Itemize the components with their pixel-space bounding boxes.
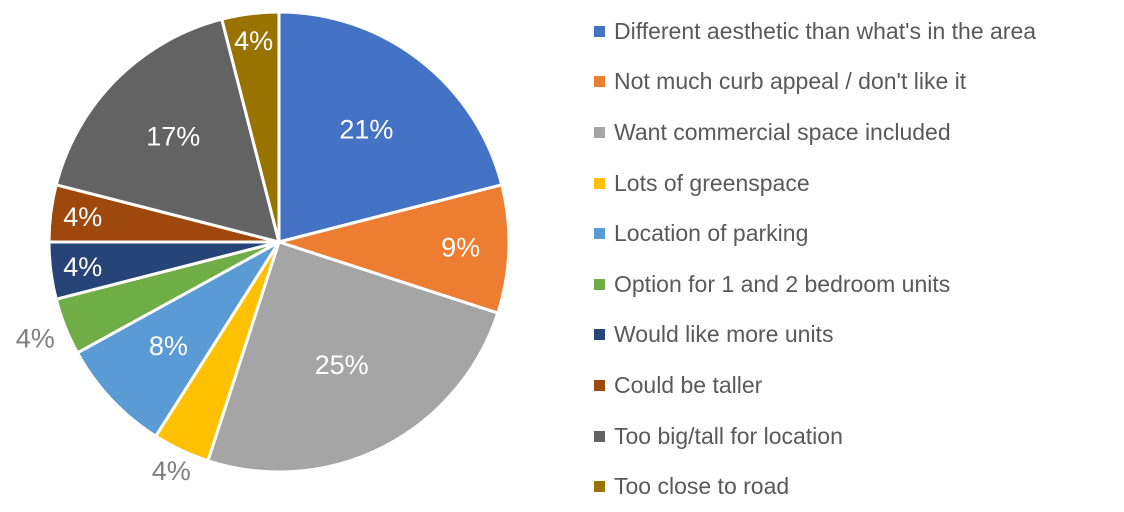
legend-label: Different aesthetic than what's in the a…: [614, 17, 1037, 44]
legend-swatch: [594, 76, 605, 88]
legend-label: Want commercial space included: [614, 118, 951, 145]
pie-slice: [54, 17, 281, 244]
legend-item: Not much curb appeal / don't like it: [594, 57, 1036, 108]
legend-item: Could be taller: [594, 360, 1036, 411]
data-label: 4%: [152, 456, 191, 486]
legend-swatch: [594, 126, 605, 138]
pie-slice: [277, 183, 511, 315]
legend-swatch: [594, 379, 605, 391]
legend-label: Too big/tall for location: [614, 422, 843, 449]
data-label: 4%: [16, 324, 55, 354]
data-label: 4%: [63, 252, 102, 282]
data-label: 21%: [339, 114, 393, 144]
data-label: 9%: [441, 233, 480, 263]
legend-swatch: [594, 481, 605, 493]
data-label: 4%: [63, 202, 102, 232]
legend-label: Could be taller: [614, 371, 763, 398]
legend-label: Not much curb appeal / don't like it: [614, 68, 967, 95]
legend-label: Too close to road: [614, 473, 790, 500]
pie-slice: [75, 240, 281, 438]
legend-swatch: [594, 329, 605, 341]
legend-item: Different aesthetic than what's in the a…: [594, 6, 1036, 57]
legend-item: Too close to road: [594, 461, 1036, 512]
legend-item: Lots of greenspace: [594, 158, 1036, 209]
data-label: 8%: [149, 331, 188, 361]
legend-swatch: [594, 228, 605, 240]
legend-swatch: [594, 177, 605, 189]
legend-item: Would like more units: [594, 310, 1036, 361]
pie-slice: [277, 10, 504, 244]
legend-item: Too big/tall for location: [594, 411, 1036, 462]
legend-label: Lots of greenspace: [614, 169, 810, 196]
chart-legend: Different aesthetic than what's in the a…: [594, 6, 1036, 512]
data-label: 25%: [315, 350, 369, 380]
pie-slice: [206, 240, 500, 474]
legend-item: Location of parking: [594, 208, 1036, 259]
legend-label: Would like more units: [614, 321, 834, 348]
legend-label: Option for 1 and 2 bedroom units: [614, 270, 951, 297]
legend-swatch: [594, 278, 605, 290]
data-labels: 21% 9% 25% 4% 8% 4% 4% 4% 17% 4%: [16, 26, 480, 486]
legend-swatch: [594, 430, 605, 442]
legend-item: Option for 1 and 2 bedroom units: [594, 259, 1036, 310]
legend-label: Location of parking: [614, 220, 809, 247]
pie-slices: [47, 10, 511, 474]
pie-slice: [220, 10, 281, 244]
legend-item: Want commercial space included: [594, 107, 1036, 158]
legend-swatch: [594, 25, 605, 37]
data-label: 4%: [234, 26, 273, 56]
data-label: 17%: [146, 121, 200, 151]
